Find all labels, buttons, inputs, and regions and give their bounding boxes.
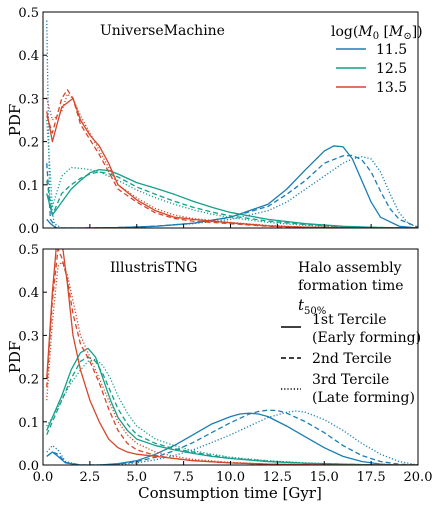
panel-label-bottom: IllustrisTNG <box>110 260 197 276</box>
legend-tercile-title-line1: Halo assembly <box>298 260 402 276</box>
legend-label-3rd-line2: (Late forming) <box>312 390 415 406</box>
y-ticks-bottom: 0.0 0.1 0.2 0.3 0.4 0.5 <box>18 243 47 474</box>
series-line-m13-5-3rd-top <box>46 93 418 228</box>
x-tick-label: 0.0 <box>33 470 54 485</box>
y-ticks-top: 0.0 0.1 0.2 0.3 0.4 0.5 <box>18 6 47 237</box>
legend-label-1st-line1: 1st Tercile <box>312 312 386 328</box>
legend-tercile: Halo assembly formation time t50% 1st Te… <box>281 260 421 406</box>
y-tick-label-bottom: 0.0 <box>18 459 39 474</box>
legend-label-3rd-line1: 3rd Tercile <box>312 372 389 388</box>
x-tick-label: 2.5 <box>80 470 101 485</box>
legend-label-12-5: 12.5 <box>376 61 407 77</box>
y-tick-label-top: 0.1 <box>18 179 39 194</box>
y-tick-label-top: 0.3 <box>18 92 39 107</box>
legend-mass-title: log(M0 [M⊙]) <box>331 24 423 42</box>
axes-frame-top <box>42 11 419 229</box>
x-tick-label: 5.0 <box>126 470 147 485</box>
y-axis-label-top: PDF <box>6 104 24 137</box>
series-line-m13-5-2nd-top <box>46 89 418 228</box>
x-ticks-bottom: 0.0 2.5 5.0 7.5 10.0 12.5 15.0 17.5 20.0 <box>33 461 433 485</box>
legend-label-13-5: 13.5 <box>376 80 407 96</box>
legend-mass: log(M0 [M⊙]) 11.5 12.5 13.5 <box>331 24 423 96</box>
y-tick-label-top: 0.5 <box>18 6 39 21</box>
series-line-m11-5-1st-top <box>46 145 418 228</box>
series-line-m12-5-3rd-top <box>46 119 418 228</box>
series-line-m11-5-2nd-bottom <box>46 409 418 465</box>
series-line-m13-5-3rd-bottom <box>46 261 418 465</box>
series-line-m11-5-2nd-top <box>46 154 418 228</box>
series-line-m11-5-3rd-bottom <box>46 410 418 465</box>
y-tick-label-top: 0.4 <box>18 49 39 64</box>
legend-label-2nd: 2nd Tercile <box>312 351 392 367</box>
series-line-m12-5-1st-top <box>46 169 418 228</box>
y-tick-label-bottom: 0.1 <box>18 416 39 431</box>
series-group-bottom <box>46 249 418 465</box>
series-line-m12-5-3rd-bottom <box>46 358 418 465</box>
x-tick-label: 20.0 <box>404 470 433 485</box>
y-tick-label-bottom: 0.5 <box>18 243 39 258</box>
x-ticks-top <box>42 224 419 228</box>
y-tick-label-top: 0.2 <box>18 136 39 151</box>
x-tick-label: 17.5 <box>357 470 386 485</box>
panel-illustristng: 0.0 2.5 5.0 7.5 10.0 12.5 15.0 17.5 20.0 0.00.10… <box>6 243 433 502</box>
series-line-m11-5-3rd-top <box>46 20 418 228</box>
y-tick-label-bottom: 0.2 <box>18 373 39 388</box>
series-line-m12-5-2nd-top <box>46 171 418 228</box>
series-line-m13-5-1st-top <box>46 97 418 228</box>
x-tick-label: 15.0 <box>310 470 339 485</box>
legend-tercile-symbol: t50% <box>298 296 326 317</box>
y-tick-label-top: 0.0 <box>18 222 39 237</box>
x-tick-label: 12.5 <box>263 470 292 485</box>
panel-universemachine: 0.0 0.1 0.2 0.3 0.4 0.5 PDF UniverseMachine l… <box>6 6 423 237</box>
x-tick-label: 7.5 <box>173 470 194 485</box>
y-tick-label-bottom: 0.3 <box>18 329 39 344</box>
series-group-top <box>46 20 418 228</box>
panel-label-top: UniverseMachine <box>100 23 225 39</box>
x-tick-label: 10.0 <box>216 470 245 485</box>
x-axis-label: Consumption time [Gyr] <box>138 484 322 502</box>
legend-label-1st-line2: (Early forming) <box>312 330 421 346</box>
y-tick-label-bottom: 0.4 <box>18 286 39 301</box>
series-line-m11-5-1st-bottom <box>46 412 418 465</box>
legend-label-11-5: 11.5 <box>376 42 407 58</box>
y-axis-label-bottom: PDF <box>6 341 24 374</box>
legend-tercile-title-line2: formation time <box>298 278 404 294</box>
